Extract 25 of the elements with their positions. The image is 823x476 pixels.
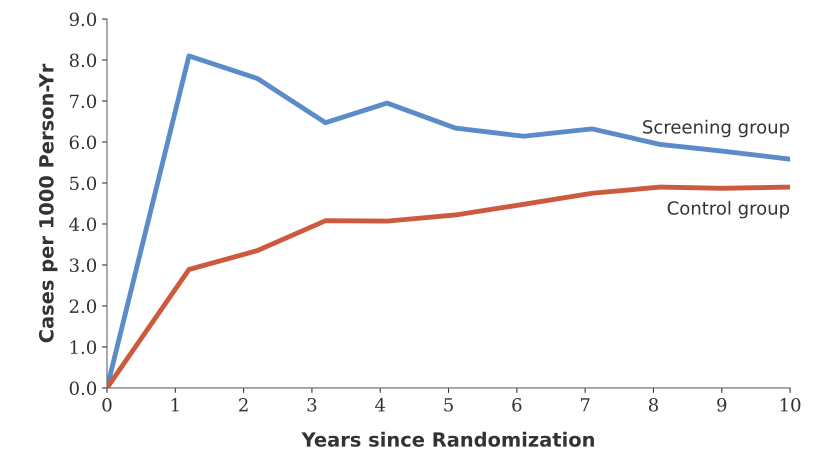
x-tick-label: 9 (717, 398, 726, 412)
x-tick-label: 7 (580, 398, 590, 412)
series-label: Control group (668, 200, 790, 218)
y-tick-label: 8.0 (70, 53, 96, 68)
x-tick-label: 10 (780, 398, 800, 412)
x-tick-label: 0 (102, 398, 112, 412)
x-tick-label: 1 (172, 398, 178, 412)
x-tick-label: 5 (444, 398, 453, 412)
y-tick-label: 9.0 (70, 12, 96, 26)
series-label: Screening group (643, 120, 790, 138)
x-tick-label: 4 (375, 398, 386, 412)
y-tick-label: 3.0 (70, 258, 96, 272)
x-tick-label: 6 (512, 398, 522, 412)
y-tick-label: 0.0 (70, 381, 96, 396)
y-tick-label: 1.0 (70, 340, 96, 354)
x-axis-title: Years since Randomization (301, 432, 594, 447)
y-tick-label: 7.0 (70, 94, 96, 108)
x-tick-label: 2 (239, 398, 248, 412)
y-tick-label: 5.0 (70, 176, 96, 190)
y-tick-label: 2.0 (70, 299, 96, 314)
y-tick-label: 6.0 (70, 135, 96, 150)
y-axis-title: Cases per 1000 Person-Yr (38, 64, 58, 342)
x-tick-label: 8 (648, 398, 658, 412)
x-tick-label: 3 (308, 398, 316, 412)
y-tick-label: 4.0 (69, 217, 96, 232)
